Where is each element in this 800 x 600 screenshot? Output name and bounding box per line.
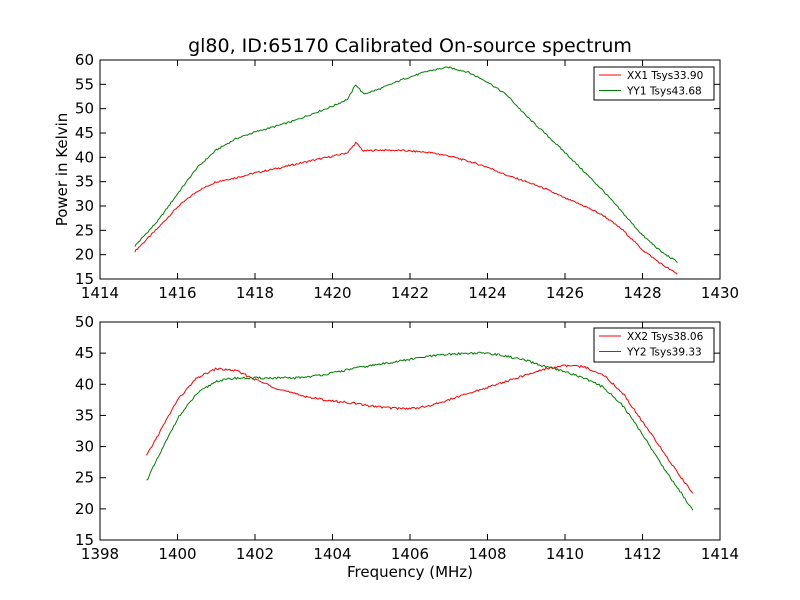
y-tick-label: 30 [75, 438, 94, 456]
x-tick-label: 1410 [546, 545, 584, 563]
x-tick-label: 1408 [468, 545, 506, 563]
y-tick-label: 55 [75, 75, 94, 93]
y-tick-label: 20 [75, 500, 94, 518]
figure-title: gl80, ID:65170 Calibrated On-source spec… [188, 35, 632, 57]
series-line-2-2 [146, 351, 694, 511]
x-axis-title: Frequency (MHz) [347, 563, 473, 581]
legend: XX1 Tsys33.90 YY1 Tsys43.68 [593, 66, 715, 101]
x-tick-label: 1402 [236, 545, 274, 563]
x-tick-label: 1430 [701, 284, 739, 302]
y-tick-label: 45 [75, 124, 94, 142]
x-tick-label: 1400 [158, 545, 196, 563]
legend-label: YY2 Tsys39.33 [626, 347, 702, 359]
x-tick-label: 1414 [701, 545, 739, 563]
x-tick-label: 1424 [468, 284, 506, 302]
y-tick-label: 50 [75, 313, 94, 331]
y-tick-label: 50 [75, 100, 94, 118]
y-tick-label: 15 [75, 531, 94, 549]
x-tick-label: 1418 [236, 284, 274, 302]
y-tick-label: 25 [75, 221, 94, 239]
y-tick-label: 20 [75, 246, 94, 264]
y-tick-label: 15 [75, 270, 94, 288]
x-tick-label: 1416 [158, 284, 196, 302]
x-tick-label: 1398 [81, 545, 119, 563]
y-tick-label: 60 [75, 51, 94, 69]
legend-label: YY1 Tsys43.68 [626, 86, 702, 98]
y-tick-label: 45 [75, 344, 94, 362]
y-tick-label: 35 [75, 406, 94, 424]
legend: XX2 Tsys38.06 YY2 Tsys39.33 [593, 327, 715, 363]
legend-label: XX2 Tsys38.06 [627, 331, 704, 343]
x-tick-label: 1422 [391, 284, 429, 302]
series-line-1-1 [134, 141, 678, 275]
y-tick-label: 40 [75, 375, 94, 393]
subplot-2: 1398 1400 1402 1404 1406 1408 1410 1412 1414 15 20… [75, 313, 739, 581]
series-line-1-2 [134, 66, 678, 264]
x-tick-label: 1426 [546, 284, 584, 302]
x-tick-label: 1428 [623, 284, 661, 302]
y-tick-label: 35 [75, 173, 94, 191]
x-tick-label: 1404 [313, 545, 351, 563]
y-tick-label: 30 [75, 197, 94, 215]
x-tick-label: 1420 [313, 284, 351, 302]
series-line-2-1 [146, 364, 694, 494]
y-tick-label: 40 [75, 148, 94, 166]
legend-label: XX1 Tsys33.90 [627, 70, 703, 82]
y-tick-label: 25 [75, 469, 94, 487]
legend-box [593, 327, 715, 363]
y-axis-title: Power in Kelvin [53, 113, 71, 227]
subplot-group: 1414 1416 1418 1420 1422 1424 1426 1428 1430 15 20… [53, 51, 739, 581]
subplot-1: 1414 1416 1418 1420 1422 1424 1426 1428 1430 15 20… [53, 51, 739, 302]
x-tick-label: 1414 [81, 284, 119, 302]
x-tick-label: 1412 [623, 545, 661, 563]
x-tick-label: 1406 [391, 545, 429, 563]
legend-box [593, 66, 715, 101]
